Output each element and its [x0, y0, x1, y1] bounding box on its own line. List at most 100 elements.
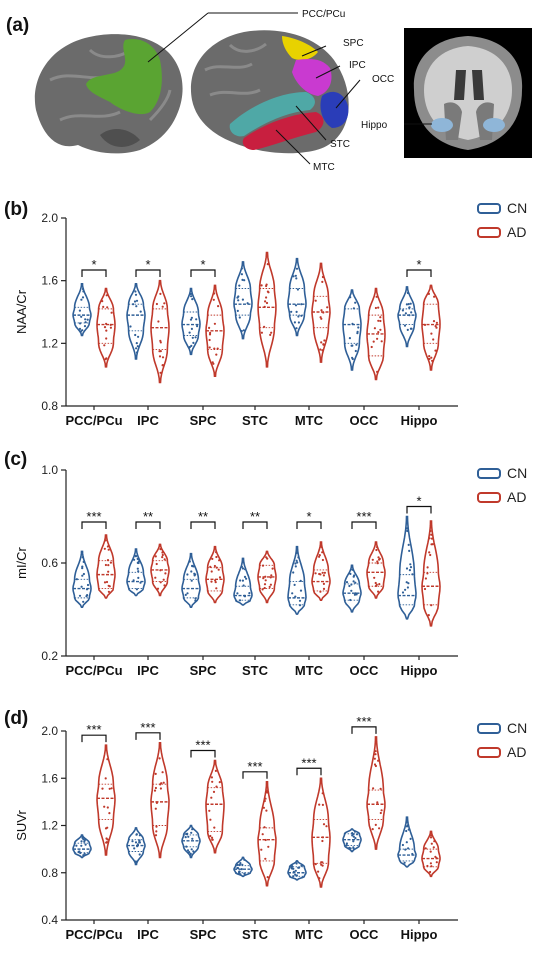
data-point	[109, 326, 112, 329]
data-point	[353, 830, 357, 833]
data-point	[217, 568, 220, 571]
data-point	[161, 356, 165, 359]
data-point	[297, 315, 300, 318]
data-point	[134, 333, 137, 337]
data-point	[217, 305, 220, 308]
data-point	[291, 592, 294, 595]
data-point	[157, 320, 160, 323]
data-point	[213, 564, 216, 568]
data-point	[135, 299, 139, 302]
data-point	[292, 875, 295, 878]
data-point	[107, 548, 110, 551]
data-point	[163, 302, 166, 305]
data-point	[263, 826, 266, 829]
significance-label: ***	[247, 759, 262, 774]
data-point	[213, 347, 216, 350]
data-point	[186, 573, 189, 576]
data-point	[265, 789, 269, 792]
y-axis-title: NAA/Cr	[14, 289, 29, 334]
data-point	[314, 299, 317, 302]
data-point	[431, 359, 434, 362]
data-point	[292, 870, 295, 873]
significance-bracket	[81, 521, 107, 529]
violin-cn	[342, 828, 362, 853]
x-category-label: OCC	[350, 663, 380, 678]
data-point	[426, 566, 429, 569]
data-point	[208, 346, 211, 349]
panel-b-naa-chart: (b) 0.8 1.2 1.6 2.0 PCC/PCu IPC SPC STC MTC OCC Hip…	[4, 199, 527, 428]
data-point	[243, 279, 246, 282]
significance-label: *	[306, 509, 311, 524]
data-point	[208, 809, 211, 812]
x-category-label: MTC	[295, 413, 324, 428]
data-point	[356, 330, 359, 333]
significance-bracket	[190, 749, 216, 758]
data-point	[86, 594, 89, 597]
data-point	[131, 840, 134, 843]
data-point	[209, 565, 212, 569]
data-point	[133, 847, 136, 850]
data-point	[133, 300, 137, 303]
data-point	[191, 565, 194, 568]
data-point	[377, 306, 380, 309]
data-point	[103, 344, 106, 347]
data-point	[189, 292, 192, 296]
significance-label: *	[416, 257, 421, 272]
data-point	[260, 848, 263, 851]
data-point	[377, 331, 380, 334]
data-point	[101, 300, 104, 303]
data-point	[154, 786, 157, 790]
x-category-label: MTC	[295, 927, 324, 942]
legend-label-ad: AD	[507, 744, 526, 760]
data-point	[189, 318, 193, 321]
data-point	[314, 572, 317, 575]
data-point	[318, 555, 321, 558]
data-point	[292, 867, 295, 870]
significance-label: **	[250, 509, 260, 524]
data-point	[424, 847, 427, 850]
data-point	[295, 267, 299, 270]
violin-ad	[257, 781, 277, 887]
violin-ad	[205, 759, 225, 854]
significance-label: ***	[356, 509, 371, 524]
data-point	[401, 843, 404, 847]
data-point	[81, 296, 85, 299]
data-point	[269, 583, 272, 586]
data-point	[82, 854, 85, 857]
data-point	[406, 291, 409, 295]
data-point	[352, 835, 355, 838]
violin-ad	[205, 545, 225, 604]
data-point	[406, 586, 409, 589]
data-point	[405, 841, 408, 844]
data-point	[320, 309, 323, 312]
data-point	[408, 306, 411, 309]
data-point	[265, 791, 268, 794]
data-point	[159, 371, 162, 374]
data-point	[268, 585, 271, 589]
data-point	[266, 876, 269, 879]
data-point	[161, 556, 164, 559]
x-category-label: SPC	[190, 663, 217, 678]
data-point	[106, 758, 109, 761]
data-point	[433, 840, 436, 843]
data-point	[163, 558, 166, 561]
data-point	[378, 557, 381, 561]
data-point	[265, 301, 269, 305]
data-point	[238, 863, 241, 867]
region-label-mtc: MTC	[313, 162, 335, 173]
significance-bracket	[135, 521, 161, 529]
data-point	[432, 846, 435, 849]
lateral-brain-image	[190, 30, 349, 154]
data-point	[218, 559, 221, 562]
data-point	[184, 593, 187, 597]
data-point	[136, 557, 139, 561]
data-point	[135, 351, 139, 354]
data-point	[108, 585, 111, 588]
legend-swatch-cn	[477, 203, 501, 214]
data-point	[209, 834, 212, 838]
data-point	[81, 556, 84, 559]
data-point	[210, 796, 213, 799]
data-point	[322, 823, 326, 826]
data-point	[375, 583, 378, 586]
data-point	[380, 809, 383, 812]
